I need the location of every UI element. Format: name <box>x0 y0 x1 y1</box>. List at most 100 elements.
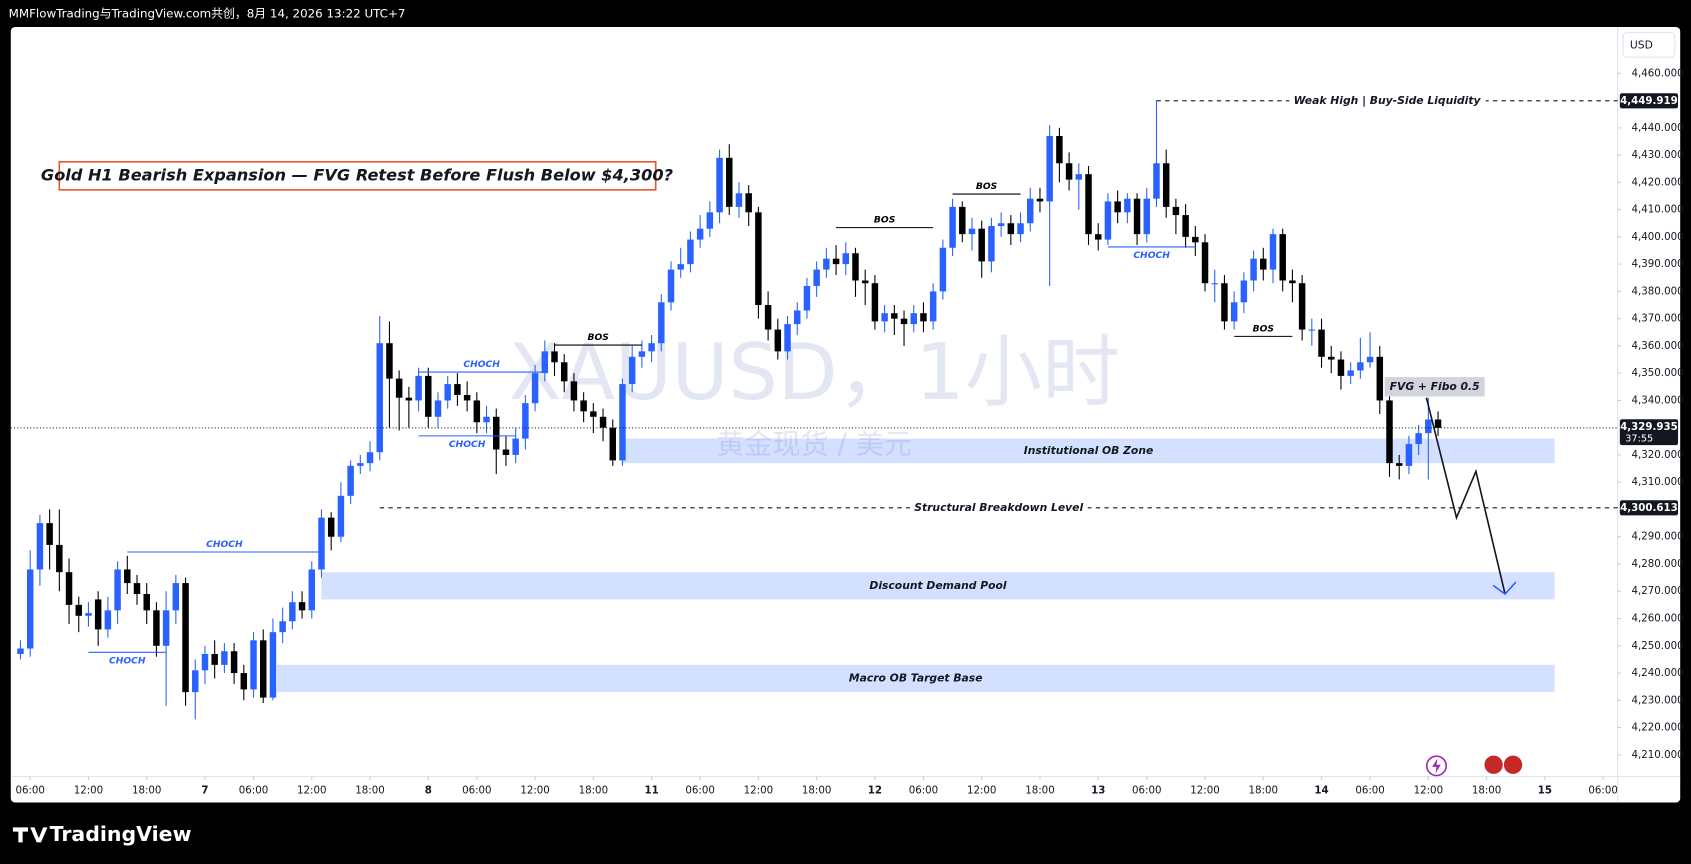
candle-body <box>1162 163 1170 207</box>
zone-label: Macro OB Target Base <box>849 671 983 684</box>
candle-body <box>1289 280 1296 284</box>
currency-button[interactable] <box>1622 31 1676 58</box>
candle-body <box>590 411 597 417</box>
candle-body <box>813 269 820 286</box>
x-tick-label: 18:00 <box>1249 785 1278 797</box>
candle-body <box>696 228 704 240</box>
candle-body <box>493 416 500 450</box>
candle-body <box>910 313 917 325</box>
candle-body <box>1124 198 1131 213</box>
y-tick-label: 4,390.000 <box>1632 258 1684 270</box>
candle-body <box>124 569 131 584</box>
level-price-label: 4,449.919 <box>1620 95 1678 107</box>
logo-glyph <box>12 827 48 843</box>
candle-body <box>133 583 141 594</box>
candle-body <box>473 400 481 423</box>
x-tick-label: 12:00 <box>744 785 773 797</box>
candle-body <box>638 351 646 357</box>
candle-body <box>1085 174 1092 235</box>
candle-body <box>36 523 44 570</box>
x-tick-label: 12:00 <box>1414 785 1443 797</box>
candle-body <box>541 351 549 374</box>
candle-body <box>677 264 684 270</box>
candle-body <box>1201 242 1209 284</box>
x-tick-label: 12:00 <box>520 785 549 797</box>
candle-body <box>26 569 34 649</box>
candle-body <box>114 569 121 611</box>
callout-label: FVG + Fibo 0.5 <box>1390 380 1480 393</box>
candle-body <box>687 239 694 265</box>
candle-body <box>861 280 869 284</box>
candle-body <box>988 225 995 262</box>
level-label-bg <box>909 499 1088 515</box>
candle-body <box>1114 201 1121 213</box>
candle-body <box>46 523 53 545</box>
candle-body <box>425 375 432 417</box>
candle-body <box>366 452 374 464</box>
x-tick-label: 12:00 <box>1190 785 1219 797</box>
candle-body <box>929 291 937 322</box>
candle-body <box>463 394 471 401</box>
candle-body <box>1405 444 1413 466</box>
candle-body <box>706 212 714 229</box>
candle-body <box>1133 198 1141 235</box>
y-tick-label: 4,340.000 <box>1632 394 1684 406</box>
x-tick-label: 12:00 <box>967 785 996 797</box>
structure-label: CHOCH <box>463 359 500 370</box>
us-flag-icon[interactable] <box>1483 754 1504 776</box>
y-tick-label: 4,220.000 <box>1632 722 1684 734</box>
candle-body <box>1192 236 1199 243</box>
candle-body <box>726 157 733 207</box>
candle-body <box>298 602 306 611</box>
y-tick-label: 4,320.000 <box>1632 449 1684 461</box>
x-tick-label: 13 <box>1091 785 1105 797</box>
level-price-label: 4,300.613 <box>1620 502 1678 514</box>
y-tick-label: 4,420.000 <box>1632 176 1684 188</box>
candle-body <box>512 438 519 455</box>
us-flag-icon[interactable] <box>1502 754 1524 776</box>
countdown-label: 37:55 <box>1625 434 1653 445</box>
candle-body <box>784 324 791 352</box>
candle-body <box>1347 370 1354 376</box>
candle-body <box>968 228 976 235</box>
candle-body <box>1143 198 1151 235</box>
candle-body <box>153 610 160 646</box>
candle-body <box>75 604 82 616</box>
y-tick-label: 4,400.000 <box>1632 231 1684 243</box>
candle-body <box>172 583 180 611</box>
candle-body <box>1036 198 1044 202</box>
x-tick-label: 06:00 <box>462 785 491 797</box>
candle-body <box>1337 359 1345 376</box>
x-tick-label: 8 <box>425 785 432 797</box>
candle-body <box>1017 223 1024 235</box>
candle-body <box>56 544 63 573</box>
candle-body <box>1094 234 1102 240</box>
candle-body <box>1153 163 1160 199</box>
currency-label[interactable]: USD <box>1630 38 1653 51</box>
candle-body <box>1308 329 1316 331</box>
candle-body <box>997 223 1005 226</box>
x-tick-label: 06:00 <box>909 785 938 797</box>
candle-body <box>104 610 112 630</box>
candle-body <box>648 343 655 352</box>
footer-brand: TradingView <box>50 822 192 846</box>
x-tick-label: 14 <box>1314 785 1328 797</box>
candle-body <box>1328 356 1335 360</box>
candle-body <box>483 416 490 423</box>
candle-body <box>959 206 966 235</box>
last-price-box <box>1619 419 1679 446</box>
x-tick-label: 15 <box>1538 785 1552 797</box>
candle-body <box>1357 362 1364 371</box>
candle-body <box>386 343 393 379</box>
candle-body <box>269 632 277 698</box>
candle-body <box>1211 283 1218 285</box>
candle-body <box>1260 258 1267 270</box>
candle-body <box>444 384 451 401</box>
candle-body <box>823 258 830 270</box>
candle-body <box>570 381 578 401</box>
candle-body <box>551 351 558 363</box>
structure-label: BOS <box>588 332 610 343</box>
y-tick-label: 4,210.000 <box>1632 749 1684 761</box>
chart-title: Gold H1 Bearish Expansion — FVG Retest B… <box>41 165 673 184</box>
x-tick-label: 06:00 <box>1132 785 1161 797</box>
